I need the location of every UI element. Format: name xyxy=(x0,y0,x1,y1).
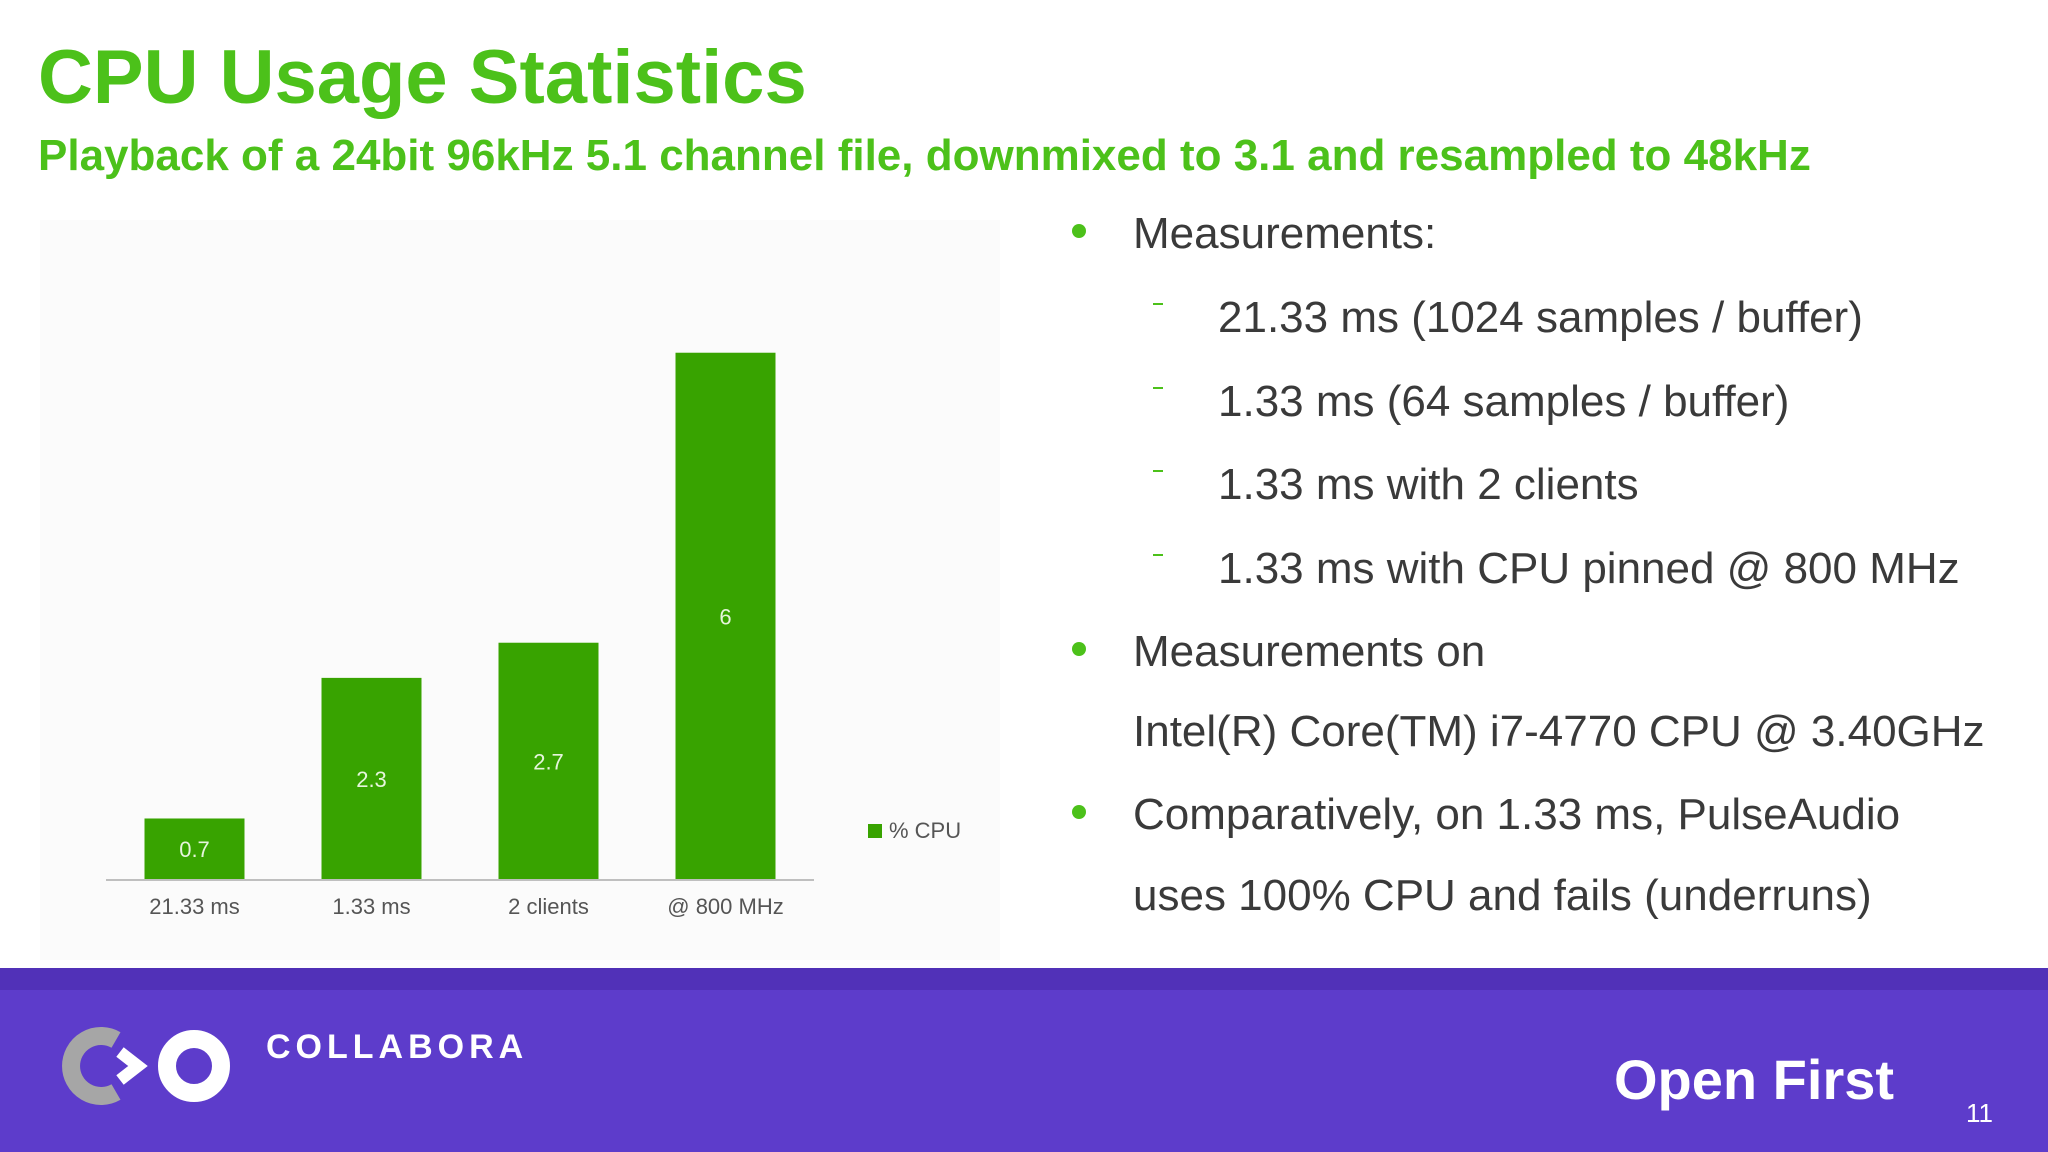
slide-number: 11 xyxy=(1966,1098,1993,1128)
bullet-text: Intel(R) Core(TM) i7-4770 CPU @ 3.40GHz xyxy=(1133,707,1985,756)
bullet-dot-icon xyxy=(1072,642,1086,656)
bar-data-label: 0.7 xyxy=(179,837,210,862)
legend-label: % CPU xyxy=(889,818,961,843)
bar xyxy=(144,818,245,880)
legend-swatch xyxy=(868,824,882,838)
x-tick-label: 21.33 ms xyxy=(149,894,240,919)
sub-bullet-dash-icon xyxy=(1153,387,1163,389)
sub-bullet-text: 1.33 ms (64 samples / buffer) xyxy=(1218,377,1790,426)
sub-bullet-dash-icon xyxy=(1153,470,1163,472)
x-tick-label: 2 clients xyxy=(508,894,589,919)
sub-bullet-dash-icon xyxy=(1153,303,1163,305)
bar xyxy=(321,677,422,880)
brand-name: COLLABORA xyxy=(266,1028,529,1066)
bar-data-label: 6 xyxy=(719,604,731,629)
x-tick-label: 1.33 ms xyxy=(332,894,410,919)
bar xyxy=(675,352,776,880)
x-tick-label: @ 800 MHz xyxy=(667,894,783,919)
x-tick-labels-group: 21.33 ms 1.33 ms 2 clients @ 800 MHz xyxy=(149,894,783,919)
collabora-logo-icon xyxy=(62,1027,230,1105)
tagline: Open First xyxy=(1614,1048,1895,1111)
bullet-text: Comparatively, on 1.33 ms, PulseAudio xyxy=(1133,790,1901,839)
sub-bullet-text: 1.33 ms with CPU pinned @ 800 MHz xyxy=(1218,544,1960,593)
bar-labels-group: 0.7 2.3 2.7 6 xyxy=(179,604,731,862)
sub-bullet-dash-icon xyxy=(1153,554,1163,556)
cpu-usage-bar-chart: 0.7 2.3 2.7 6 21.33 ms 1.33 ms 2 clients @ 800… xyxy=(40,220,1000,960)
footer-top-band xyxy=(0,968,2048,990)
bullet-dot-icon xyxy=(1072,224,1086,238)
bullet-dot-icon xyxy=(1072,805,1086,819)
bars-group xyxy=(144,352,776,880)
slide-title: CPU Usage Statistics xyxy=(38,35,807,120)
bar xyxy=(498,642,599,880)
slide-subtitle: Playback of a 24bit 96kHz 5.1 channel fi… xyxy=(38,131,1811,180)
bullet-text: Measurements: xyxy=(1133,209,1437,258)
bullet-text: Measurements on xyxy=(1133,627,1486,676)
bullet-text: uses 100% CPU and fails (underruns) xyxy=(1133,871,1872,920)
sub-bullet-text: 21.33 ms (1024 samples / buffer) xyxy=(1218,293,1863,342)
sub-bullet-text: 1.33 ms with 2 clients xyxy=(1218,460,1639,509)
bar-data-label: 2.7 xyxy=(533,749,564,774)
footer-bar xyxy=(0,968,2048,1152)
chart-legend: % CPU xyxy=(868,818,961,843)
bar-data-label: 2.3 xyxy=(356,767,387,792)
